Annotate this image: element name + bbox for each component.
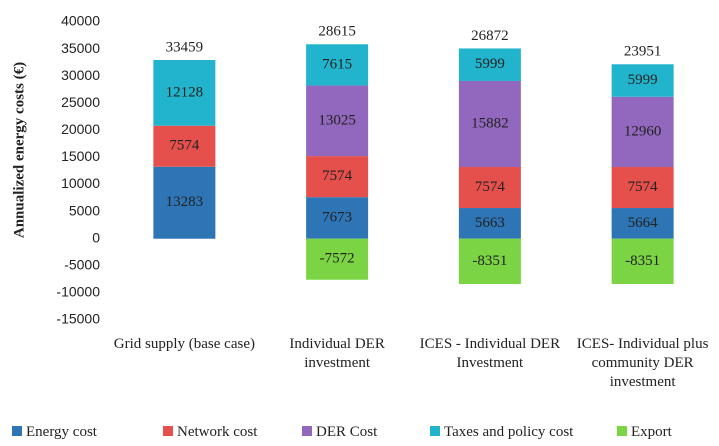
bar-segment <box>306 156 369 198</box>
y-tick-label: 25000 <box>61 94 100 110</box>
bar-segment <box>306 238 369 280</box>
data-label: 5999 <box>475 56 505 72</box>
bar-segment <box>611 96 674 168</box>
bar-segment <box>153 125 216 167</box>
bar-segment <box>458 238 521 284</box>
legend-swatch <box>430 426 440 436</box>
y-tick-label: 10000 <box>61 175 100 191</box>
y-tick-label: 5000 <box>69 202 100 218</box>
legend-label: Export <box>631 424 672 440</box>
legend-swatch <box>12 426 22 436</box>
y-axis-label: Annualized energy costs (€) <box>11 62 27 238</box>
legend-item: DER Cost <box>302 424 377 441</box>
legend-swatch <box>163 426 173 436</box>
bar-segment <box>458 167 521 209</box>
data-label: 7574 <box>169 138 200 154</box>
data-label: 7673 <box>322 209 352 225</box>
x-tick-label: ICES - Individual DER Investment <box>419 336 561 371</box>
legend-item: Export <box>617 424 672 441</box>
data-label: 13283 <box>166 194 204 210</box>
bar-segment <box>153 166 216 239</box>
legend-swatch <box>302 426 312 436</box>
data-label: -8351 <box>625 253 660 269</box>
legend-swatch <box>617 426 627 436</box>
y-tick-label: 0 <box>92 229 100 245</box>
data-label: -8351 <box>472 253 507 269</box>
legend-item: Energy cost <box>12 424 97 441</box>
bar-segment <box>611 167 674 209</box>
total-label: 28615 <box>318 24 356 40</box>
y-tick-label: 30000 <box>61 67 100 83</box>
data-label: 5999 <box>628 72 658 88</box>
y-tick-label: -15000 <box>56 311 100 327</box>
data-label: 7615 <box>322 56 352 72</box>
bar-segment <box>458 80 521 168</box>
data-label: 7574 <box>628 179 659 195</box>
bar-segment <box>611 208 674 239</box>
bar-segment <box>306 85 369 157</box>
data-label: 12960 <box>624 123 662 139</box>
legend-label: DER Cost <box>316 424 378 440</box>
total-label: 33459 <box>166 39 204 55</box>
data-label: -7572 <box>320 251 355 267</box>
x-tick-label: ICES- Individual plus community DER inve… <box>576 336 709 390</box>
x-tick-label: Individual DER investment <box>289 336 385 371</box>
data-label: 15882 <box>471 115 509 131</box>
data-label: 7574 <box>322 168 353 184</box>
bar-segment <box>153 60 216 126</box>
legend-item: Network cost <box>163 424 257 441</box>
data-label: 5664 <box>628 215 659 231</box>
y-tick-label: 20000 <box>61 121 100 137</box>
bar-segment <box>306 197 369 239</box>
x-tick-label: Grid supply (base case) <box>113 336 255 352</box>
data-label: 13025 <box>318 112 356 128</box>
legend-label: Network cost <box>177 424 258 440</box>
total-label: 26872 <box>471 28 509 44</box>
legend-label: Taxes and policy cost <box>444 424 574 440</box>
y-tick-label: 35000 <box>61 40 100 56</box>
bar-segment <box>306 44 369 86</box>
legend-label: Energy cost <box>26 424 97 440</box>
y-tick-label: 15000 <box>61 148 100 164</box>
y-tick-label: 40000 <box>61 13 100 29</box>
bar-segment <box>611 64 674 97</box>
total-label: 23951 <box>624 44 662 60</box>
bar-segment <box>611 238 674 284</box>
data-label: 5663 <box>475 215 505 231</box>
bar-segment <box>458 48 521 81</box>
data-label: 7574 <box>475 179 506 195</box>
y-tick-label: -10000 <box>56 284 100 300</box>
bar-segment <box>458 208 521 239</box>
y-tick-label: -5000 <box>64 257 100 273</box>
data-label: 12128 <box>166 84 204 100</box>
legend-item: Taxes and policy cost <box>430 424 573 441</box>
